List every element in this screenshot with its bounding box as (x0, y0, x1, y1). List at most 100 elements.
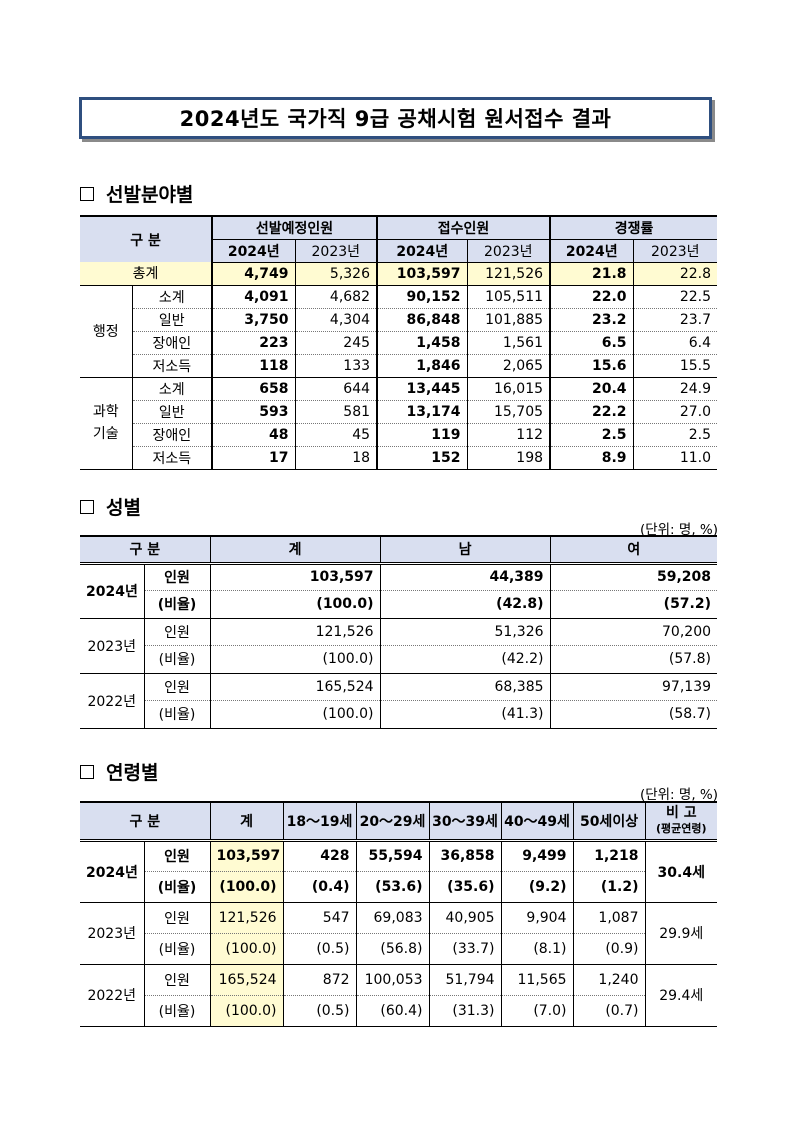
cell-value: 15,705 (466, 400, 551, 424)
section-heading-gender: 성별 (80, 493, 141, 520)
cell-value: (0.4) (282, 871, 357, 903)
table-row: 2022년 인원 165,524 872 100,053 51,794 11,5… (80, 964, 718, 1027)
cell-value: 1,240 (572, 964, 646, 996)
table-row: (비율) (100.0) (0.5) (56.8) (33.7) (8.1) (… (80, 933, 717, 965)
cell-value: 6.4 (632, 331, 718, 355)
section-heading-age: 연령별 (80, 758, 158, 785)
header-remark: 비 고 (평균연령) (644, 802, 718, 842)
cell-value: 1,458 (376, 331, 468, 355)
header-total: 계 (209, 802, 284, 842)
section-heading-gender-text: 성별 (106, 497, 141, 519)
header-year-2023: 2023년 (294, 238, 378, 263)
cell-value: 103,597 (209, 840, 284, 872)
cell-value: 48 (211, 423, 296, 447)
year-label: 2022년 (80, 673, 145, 729)
unit-note: (단위: 명, %) (639, 522, 718, 538)
cell-value: (100.0) (209, 871, 284, 903)
cell-value: 152 (376, 446, 468, 470)
table-row: (비율) (100.0) (42.8) (57.2) (80, 590, 718, 619)
cell-value: 9,499 (500, 840, 574, 872)
field-table: 구 분 선발예정인원 접수인원 경쟁률 2024년 2023년 2024년 20… (80, 215, 718, 470)
cell-value: (1.2) (572, 871, 646, 903)
cell-value: (9.2) (500, 871, 574, 903)
cell-value: 90,152 (376, 285, 468, 309)
cell-value: (0.7) (572, 995, 646, 1027)
cell-value: 22.2 (549, 400, 634, 424)
gender-table: 구 분 계 남 여 2024년 인원 103,597 44,389 59,208… (80, 535, 718, 729)
cell-value: 1,561 (466, 331, 551, 355)
header-male: 남 (379, 536, 551, 565)
row-label: 장애인 (132, 331, 213, 355)
cell-value: 69,083 (355, 902, 430, 934)
cell-value: 4,304 (294, 308, 378, 332)
cell-value: 68,385 (379, 673, 551, 701)
row-label: 인원 (144, 673, 211, 701)
cell-value: 11.0 (632, 446, 718, 470)
row-label: (비율) (144, 645, 211, 674)
cell-value: (0.5) (282, 995, 357, 1027)
header-year-2024: 2024년 (376, 238, 468, 263)
cell-value: 8.9 (549, 446, 634, 470)
cell-value: 428 (282, 840, 357, 872)
cell-value: (100.0) (209, 933, 284, 965)
table-row: 2023년 인원 121,526 51,326 70,200 (80, 618, 718, 674)
cell-value: (41.3) (379, 700, 551, 729)
header-year-2023: 2023년 (632, 238, 718, 263)
cell-value: 112 (466, 423, 551, 447)
table-row-total: 총계 4,749 5,326 103,597 121,526 21.8 22.8 (80, 262, 718, 286)
header-age-50-plus: 50세이상 (572, 802, 646, 842)
cell-value: 1,218 (572, 840, 646, 872)
cell-value: 18 (294, 446, 378, 470)
cell-value: 4,091 (211, 285, 296, 309)
cell-value: (58.7) (549, 700, 718, 729)
cell-value: 15.5 (632, 354, 718, 378)
cell-value: (0.9) (572, 933, 646, 965)
section-heading-field: 선발분야별 (80, 180, 193, 207)
checkbox-square-icon (80, 764, 94, 779)
row-label: 일반 (132, 400, 213, 424)
checkbox-square-icon (80, 499, 94, 514)
row-label: 인원 (144, 563, 211, 591)
cell-value: 86,848 (376, 308, 468, 332)
cell-value: 121,526 (466, 262, 551, 286)
cell-value: 59,208 (549, 563, 718, 591)
checkbox-square-icon (80, 186, 94, 201)
header-category: 구 분 (80, 536, 211, 565)
cell-value: 198 (466, 446, 551, 470)
header-total: 계 (209, 536, 381, 565)
cell-value: 658 (211, 377, 296, 401)
table-row: (비율) (100.0) (41.3) (58.7) (80, 700, 718, 729)
cell-value: 55,594 (355, 840, 430, 872)
cell-value: 21.8 (549, 262, 634, 286)
header-remark-line1: 비 고 (665, 804, 697, 821)
cell-value: 593 (211, 400, 296, 424)
header-age-20-29: 20～29세 (355, 802, 430, 842)
table-row: 장애인 48 45 119 112 2.5 2.5 (80, 423, 718, 447)
cell-value: 118 (211, 354, 296, 378)
cell-value: 24.9 (632, 377, 718, 401)
cell-value: 70,200 (549, 618, 718, 646)
cell-value: (57.8) (549, 645, 718, 674)
table-row: 2024년 인원 103,597 428 55,594 36,858 9,499… (80, 840, 718, 903)
cell-value: 16,015 (466, 377, 551, 401)
group-label-line: 기술 (92, 426, 119, 442)
cell-value: (56.8) (355, 933, 430, 965)
cell-value: 119 (376, 423, 468, 447)
cell-value: 4,749 (211, 262, 296, 286)
cell-value: (8.1) (500, 933, 574, 965)
header-year-2024: 2024년 (549, 238, 634, 263)
header-category: 구 분 (80, 216, 213, 262)
header-female: 여 (549, 536, 718, 565)
table-row: 일반 3,750 4,304 86,848 101,885 23.2 23.7 (80, 308, 718, 332)
header-group-planned: 선발예정인원 (211, 216, 378, 239)
row-label: 일반 (132, 308, 213, 332)
header-group-applied: 접수인원 (376, 216, 551, 239)
cell-value: 121,526 (209, 618, 381, 646)
row-label: 저소득 (132, 446, 213, 470)
table-row: (비율) (100.0) (0.4) (53.6) (35.6) (9.2) (… (80, 871, 717, 903)
year-label: 2022년 (80, 964, 145, 1027)
table-row: 일반 593 581 13,174 15,705 22.2 27.0 (80, 400, 718, 424)
cell-value: 22.0 (549, 285, 634, 309)
table-row: (비율) (100.0) (42.2) (57.8) (80, 645, 718, 674)
cell-value: 2.5 (632, 423, 718, 447)
